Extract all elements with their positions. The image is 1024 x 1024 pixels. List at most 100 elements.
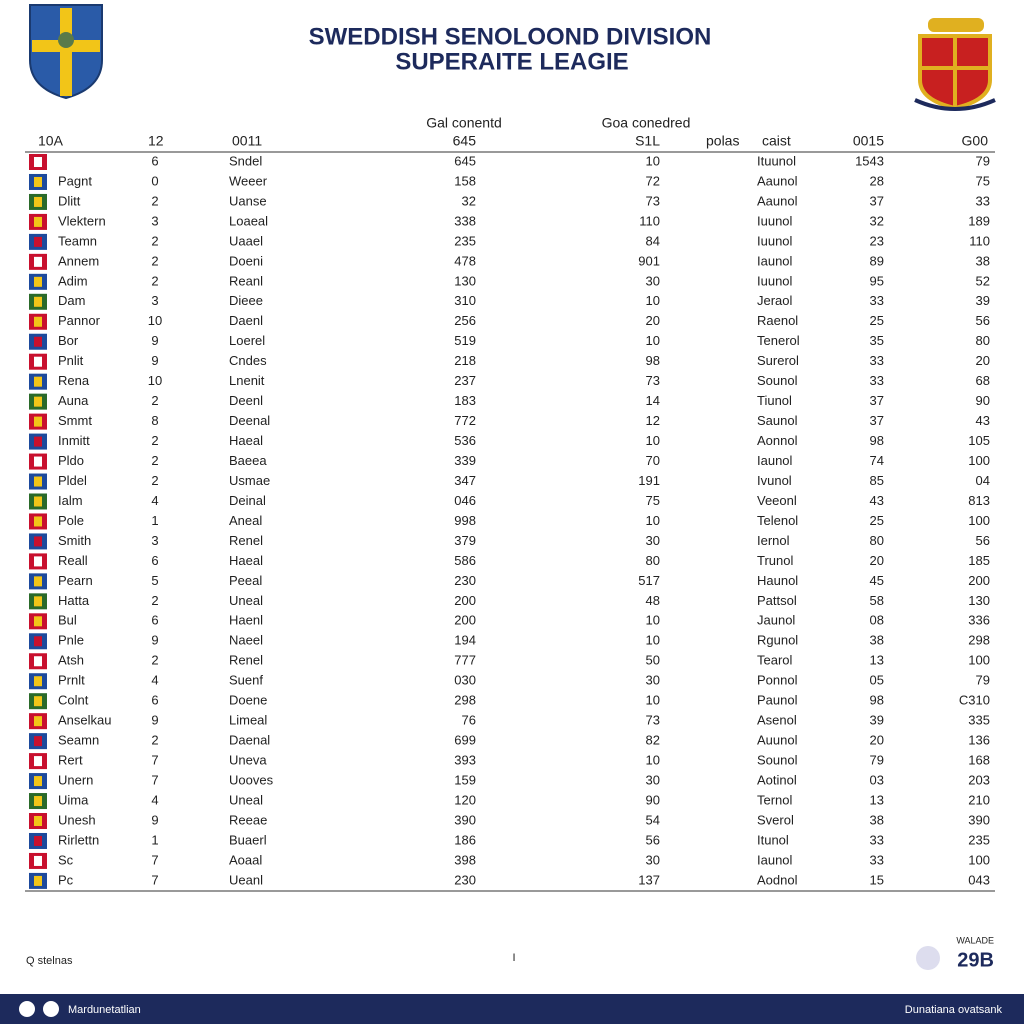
flag-detail (34, 596, 42, 607)
cell: 76 (462, 713, 476, 728)
cell: Loerel (229, 333, 265, 348)
cell: 398 (454, 852, 476, 867)
group-header: Goa conedred (602, 115, 691, 131)
cell: Pattsol (757, 593, 797, 608)
cell: 772 (454, 413, 476, 428)
left-crest (29, 4, 103, 100)
flag-detail (34, 576, 42, 587)
cell: Deenl (229, 393, 263, 408)
cell: 235 (454, 233, 476, 248)
team-name: Sc (58, 852, 74, 867)
team-name: Bul (58, 613, 77, 628)
right-crest (914, 18, 996, 111)
cell: 39 (870, 713, 884, 728)
cell: 4 (151, 673, 158, 688)
cell: Aoaal (229, 852, 262, 867)
cell: Tiunol (757, 393, 792, 408)
cell: Raenol (757, 313, 798, 328)
cell: Suenf (229, 673, 263, 688)
cell: 2 (151, 193, 158, 208)
cell: Rgunol (757, 633, 798, 648)
cell: 10 (646, 153, 660, 168)
cell: Peeal (229, 573, 262, 588)
cell: Itunol (757, 832, 789, 847)
cell: 3 (151, 293, 158, 308)
cell: Loaeal (229, 213, 268, 228)
cell: 100 (968, 653, 990, 668)
flag-detail (34, 736, 42, 747)
title: SWEDDISH SENOLOOND DIVISION (309, 23, 712, 50)
cell: Buaerl (229, 832, 267, 847)
flag-detail (34, 636, 42, 647)
cell: 56 (976, 313, 990, 328)
cell: 203 (968, 773, 990, 788)
cell: 79 (976, 153, 990, 168)
cell: 390 (454, 812, 476, 827)
column-header: 10A (38, 133, 64, 149)
cell: 699 (454, 733, 476, 748)
column-header: polas (706, 133, 739, 149)
cell: Aonnol (757, 433, 798, 448)
cell: 56 (646, 832, 660, 847)
cell: Weeer (229, 173, 268, 188)
team-name: Pearn (58, 573, 93, 588)
team-name: Pldo (58, 453, 84, 468)
cell: 200 (454, 593, 476, 608)
cell: 50 (646, 653, 660, 668)
cell: 13 (870, 792, 884, 807)
cell: 191 (638, 473, 660, 488)
cell: 20 (976, 353, 990, 368)
cell: 3 (151, 213, 158, 228)
flag-detail (34, 656, 42, 667)
flag-detail (34, 536, 42, 547)
cell: Ternol (757, 792, 793, 807)
cell: Iuunol (757, 233, 793, 248)
cell: Jeraol (757, 293, 793, 308)
team-name: Colnt (58, 693, 89, 708)
cell: 98 (870, 693, 884, 708)
cell: 230 (454, 872, 476, 887)
cell: Usmae (229, 473, 270, 488)
cell: 347 (454, 473, 476, 488)
cell: Naeel (229, 633, 263, 648)
cell: Doeni (229, 253, 263, 268)
cell: 54 (646, 812, 660, 827)
cell: 379 (454, 533, 476, 548)
team-name: Atsh (58, 653, 84, 668)
flag-detail (34, 376, 42, 387)
cell: 98 (646, 353, 660, 368)
cell: Sounol (757, 753, 798, 768)
cell: 2 (151, 253, 158, 268)
flag-detail (34, 835, 42, 846)
cell: 4 (151, 792, 158, 807)
cell: Jaunol (757, 613, 795, 628)
cell: Paunol (757, 693, 798, 708)
cell: Aodnol (757, 872, 798, 887)
cell: 33 (976, 193, 990, 208)
cell: Iaunol (757, 852, 793, 867)
team-name: Teamn (58, 233, 97, 248)
cell: Sounol (757, 373, 798, 388)
cell: Aneal (229, 513, 262, 528)
flag-detail (34, 696, 42, 707)
cell: 08 (870, 613, 884, 628)
cell: 43 (870, 493, 884, 508)
column-header: G00 (962, 133, 989, 149)
cell: 390 (968, 812, 990, 827)
team-name: Pc (58, 872, 74, 887)
cell: 185 (968, 553, 990, 568)
flag-detail (34, 496, 42, 507)
cell: 10 (148, 313, 162, 328)
footer-center: I (512, 952, 515, 964)
flag-detail (34, 476, 42, 487)
flag-detail (34, 875, 42, 886)
cell: Renel (229, 533, 263, 548)
flag-detail (34, 316, 42, 327)
cell: 158 (454, 173, 476, 188)
cell: Uneal (229, 593, 263, 608)
cell: 5 (151, 573, 158, 588)
flag-detail (34, 776, 42, 787)
flag-detail (34, 796, 42, 807)
flag-detail (34, 616, 42, 627)
cell: 85 (870, 473, 884, 488)
